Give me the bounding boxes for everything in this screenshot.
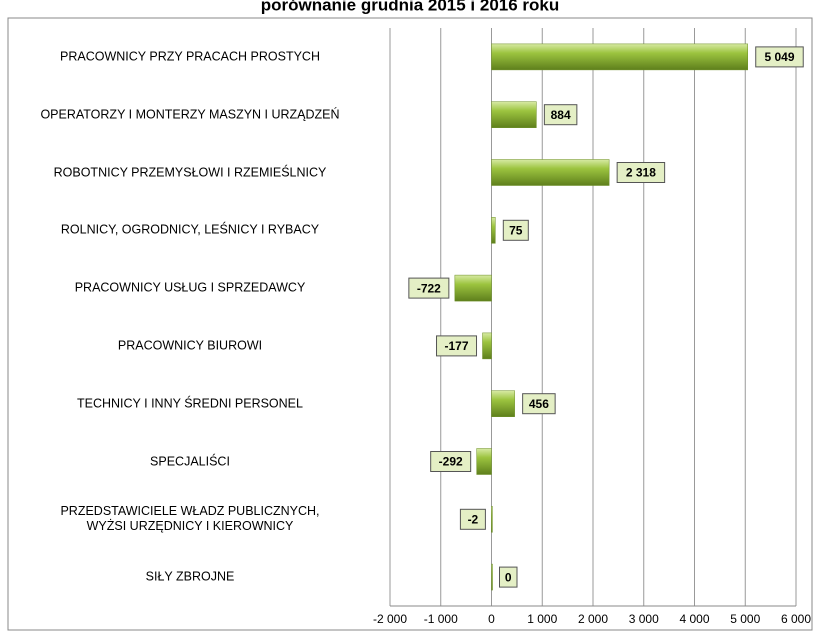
data-label: -177 (445, 339, 469, 353)
data-label: 456 (529, 397, 549, 411)
bar (491, 390, 515, 417)
y-tick-label: OPERATORZY I MONTERZY MASZYN I URZĄDZEŃ (40, 107, 340, 122)
data-label-box (502, 219, 529, 241)
y-tick-label: TECHNICY I INNY ŚREDNI PERSONEL (77, 396, 303, 411)
chart-frame (7, 17, 813, 631)
bar (491, 506, 493, 533)
data-label-box (436, 335, 478, 357)
data-label-box (430, 451, 472, 472)
bar (476, 448, 492, 475)
x-tick-label: -1 000 (424, 612, 458, 626)
data-label-box (755, 46, 804, 68)
x-tick-label: 4 000 (679, 612, 709, 626)
bar (491, 563, 493, 591)
data-label-box (408, 277, 450, 299)
data-label: 884 (551, 108, 571, 122)
bar (482, 332, 492, 360)
data-label: 2 318 (626, 166, 656, 180)
x-tick-label: 6 000 (781, 612, 811, 626)
y-tick-label: PRACOWNICY PRZY PRACACH PROSTYCH (60, 49, 320, 64)
data-label-box (522, 393, 556, 415)
x-tick-label: 3 000 (629, 612, 659, 626)
y-tick-label: ROLNICY, OGRODNICY, LEŚNICY I RYBACY (60, 222, 320, 237)
y-tick-label: SIŁY ZBROJNE (145, 569, 235, 584)
data-label-box (616, 162, 666, 183)
data-label-box (499, 566, 518, 588)
bar (491, 159, 610, 186)
x-tick-label: 2 000 (578, 612, 608, 626)
data-label: -2 (468, 512, 479, 526)
x-tick-label: 5 000 (730, 612, 760, 626)
data-label: 5 049 (764, 50, 794, 64)
x-tick-label: -2 000 (373, 612, 407, 626)
y-tick-label: SPECJALIŚCI (150, 454, 230, 468)
bar (491, 217, 496, 244)
data-label: -722 (417, 281, 441, 295)
y-tick-label: PRACOWNICY USŁUG I SPRZEDAWCY (74, 280, 306, 295)
x-tick-label: 1 000 (527, 612, 557, 626)
y-tick-label: ROBOTNICY PRZEMYSŁOWI I RZEMIEŚLNICY (53, 165, 327, 179)
chart-title: porównanie grudnia 2015 i 2016 roku (261, 0, 560, 14)
x-tick-label: 0 (488, 612, 495, 626)
y-tick-label: PRZEDSTAWICIELE WŁADZ PUBLICZNYCH, WYŻSI… (60, 504, 320, 534)
data-label: -292 (439, 455, 463, 469)
bar (491, 43, 748, 71)
data-label: 75 (509, 223, 523, 237)
bar (491, 101, 537, 128)
data-label-box (543, 104, 578, 126)
data-label: 0 (505, 570, 512, 584)
data-label-box (459, 508, 486, 530)
bar (454, 274, 492, 302)
y-tick-label: PRACOWNICY BIUROWI (117, 338, 263, 353)
